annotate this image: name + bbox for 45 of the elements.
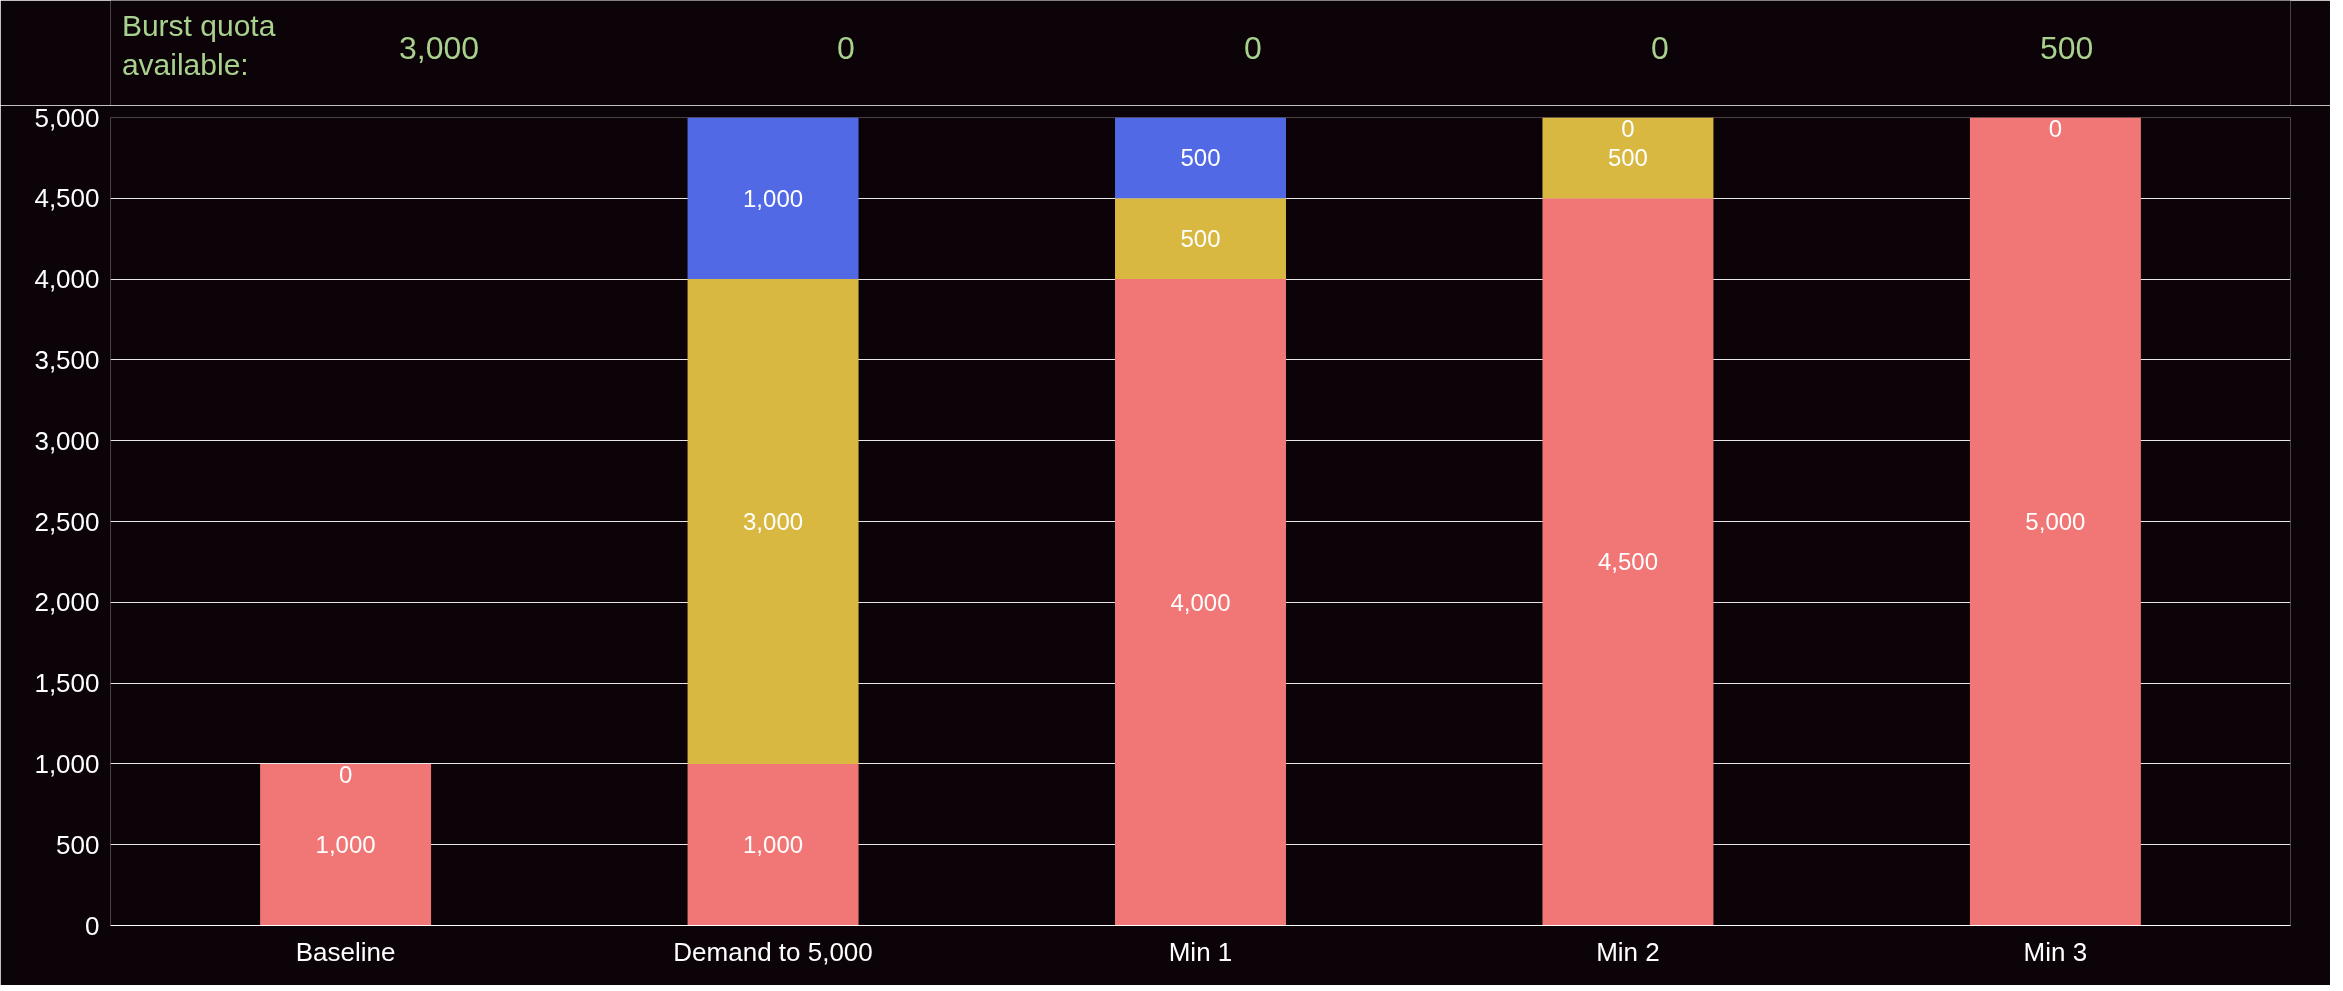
bar <box>1542 198 1714 926</box>
y-tick-label: 3,000 <box>34 425 100 456</box>
bar <box>1542 117 1714 199</box>
bar <box>687 763 859 926</box>
data-label: 1,000 <box>743 831 804 859</box>
data-label: 1,000 <box>743 184 804 212</box>
data-label: 1,000 <box>315 831 376 859</box>
bar <box>1115 279 1286 926</box>
text: Burst quota available: <box>121 8 276 82</box>
y-tick-label: 2,000 <box>34 587 100 618</box>
y-tick-label: 500 <box>56 829 100 860</box>
text: 0 <box>837 29 855 66</box>
x-tick-label: Min 1 <box>1168 936 1233 967</box>
y-tick-label: 2,500 <box>34 506 100 537</box>
bar <box>687 279 859 764</box>
y-tick-label: 1,500 <box>34 668 100 699</box>
data-label: 500 <box>1180 225 1221 253</box>
data-label: 500 <box>1180 144 1221 172</box>
bar <box>1115 198 1286 280</box>
bar <box>687 117 859 280</box>
bar <box>1115 117 1286 199</box>
bar <box>1969 117 2141 926</box>
data-label: 0 <box>1621 114 1635 142</box>
x-tick-label: Baseline <box>295 936 396 967</box>
text: 500 <box>2040 29 2094 66</box>
data-label: 500 <box>1607 144 1648 172</box>
text: 3,000 <box>398 29 480 66</box>
x-tick-label: Min 3 <box>2023 936 2088 967</box>
bar <box>260 763 432 926</box>
y-tick-label: 3,500 <box>34 344 100 375</box>
data-label: 4,000 <box>1170 588 1231 616</box>
y-tick-label: 5,000 <box>34 102 100 133</box>
text: 0 <box>1243 29 1262 66</box>
data-label: 0 <box>2048 114 2063 142</box>
data-label: 5,000 <box>2025 508 2086 535</box>
y-tick-label: 4,500 <box>34 183 100 214</box>
y-tick-label: 0 <box>85 910 100 941</box>
y-tick-label: 1,000 <box>34 748 100 779</box>
text: 0 <box>1650 29 1669 66</box>
x-tick-label: Min 2 <box>1596 936 1660 967</box>
x-tick-label: Demand to 5,000 <box>673 936 873 967</box>
data-label: 0 <box>338 760 353 788</box>
y-tick-label: 4,000 <box>34 264 100 295</box>
data-label: 4,500 <box>1597 548 1658 576</box>
data-label: 3,000 <box>743 508 804 535</box>
